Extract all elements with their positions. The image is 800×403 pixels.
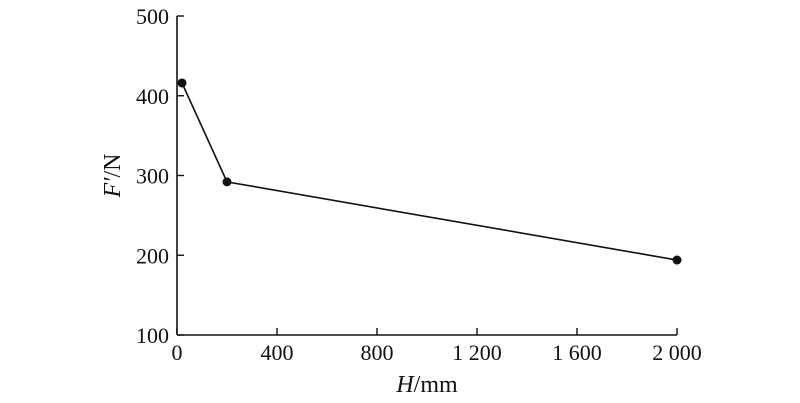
y-ticks: 100 200 300 400 500	[136, 4, 184, 348]
y-tick-label: 300	[136, 164, 169, 189]
x-axis-title: H/mm	[395, 372, 458, 398]
y-tick-label: 100	[136, 323, 169, 348]
y-tick-label: 200	[136, 243, 169, 268]
series-line	[181, 82, 678, 261]
x-axis-unit: /mm	[414, 372, 458, 398]
x-ticks: 0 400 800 1 200 1 600 2 000	[172, 328, 702, 365]
x-tick-label: 2 000	[652, 340, 702, 365]
x-tick-label: 1 600	[552, 340, 602, 365]
y-axis-title: F′/N	[100, 154, 126, 199]
y-tick-label: 500	[136, 4, 169, 29]
plot-area: 0 400 800 1 200 1 600 2 000 100 200 300 400 500	[136, 4, 702, 365]
series-group	[177, 78, 682, 265]
y-tick-label: 400	[136, 84, 169, 109]
data-point	[177, 78, 187, 88]
data-point	[222, 177, 232, 187]
x-axis-var: H	[395, 372, 415, 398]
y-axis-unit: /N	[100, 154, 126, 178]
x-tick-label: 400	[261, 340, 294, 365]
data-point	[672, 255, 682, 265]
x-tick-label: 1 200	[452, 340, 502, 365]
y-axis-var: F′	[100, 177, 126, 199]
x-tick-label: 0	[172, 340, 183, 365]
x-tick-label: 800	[361, 340, 394, 365]
